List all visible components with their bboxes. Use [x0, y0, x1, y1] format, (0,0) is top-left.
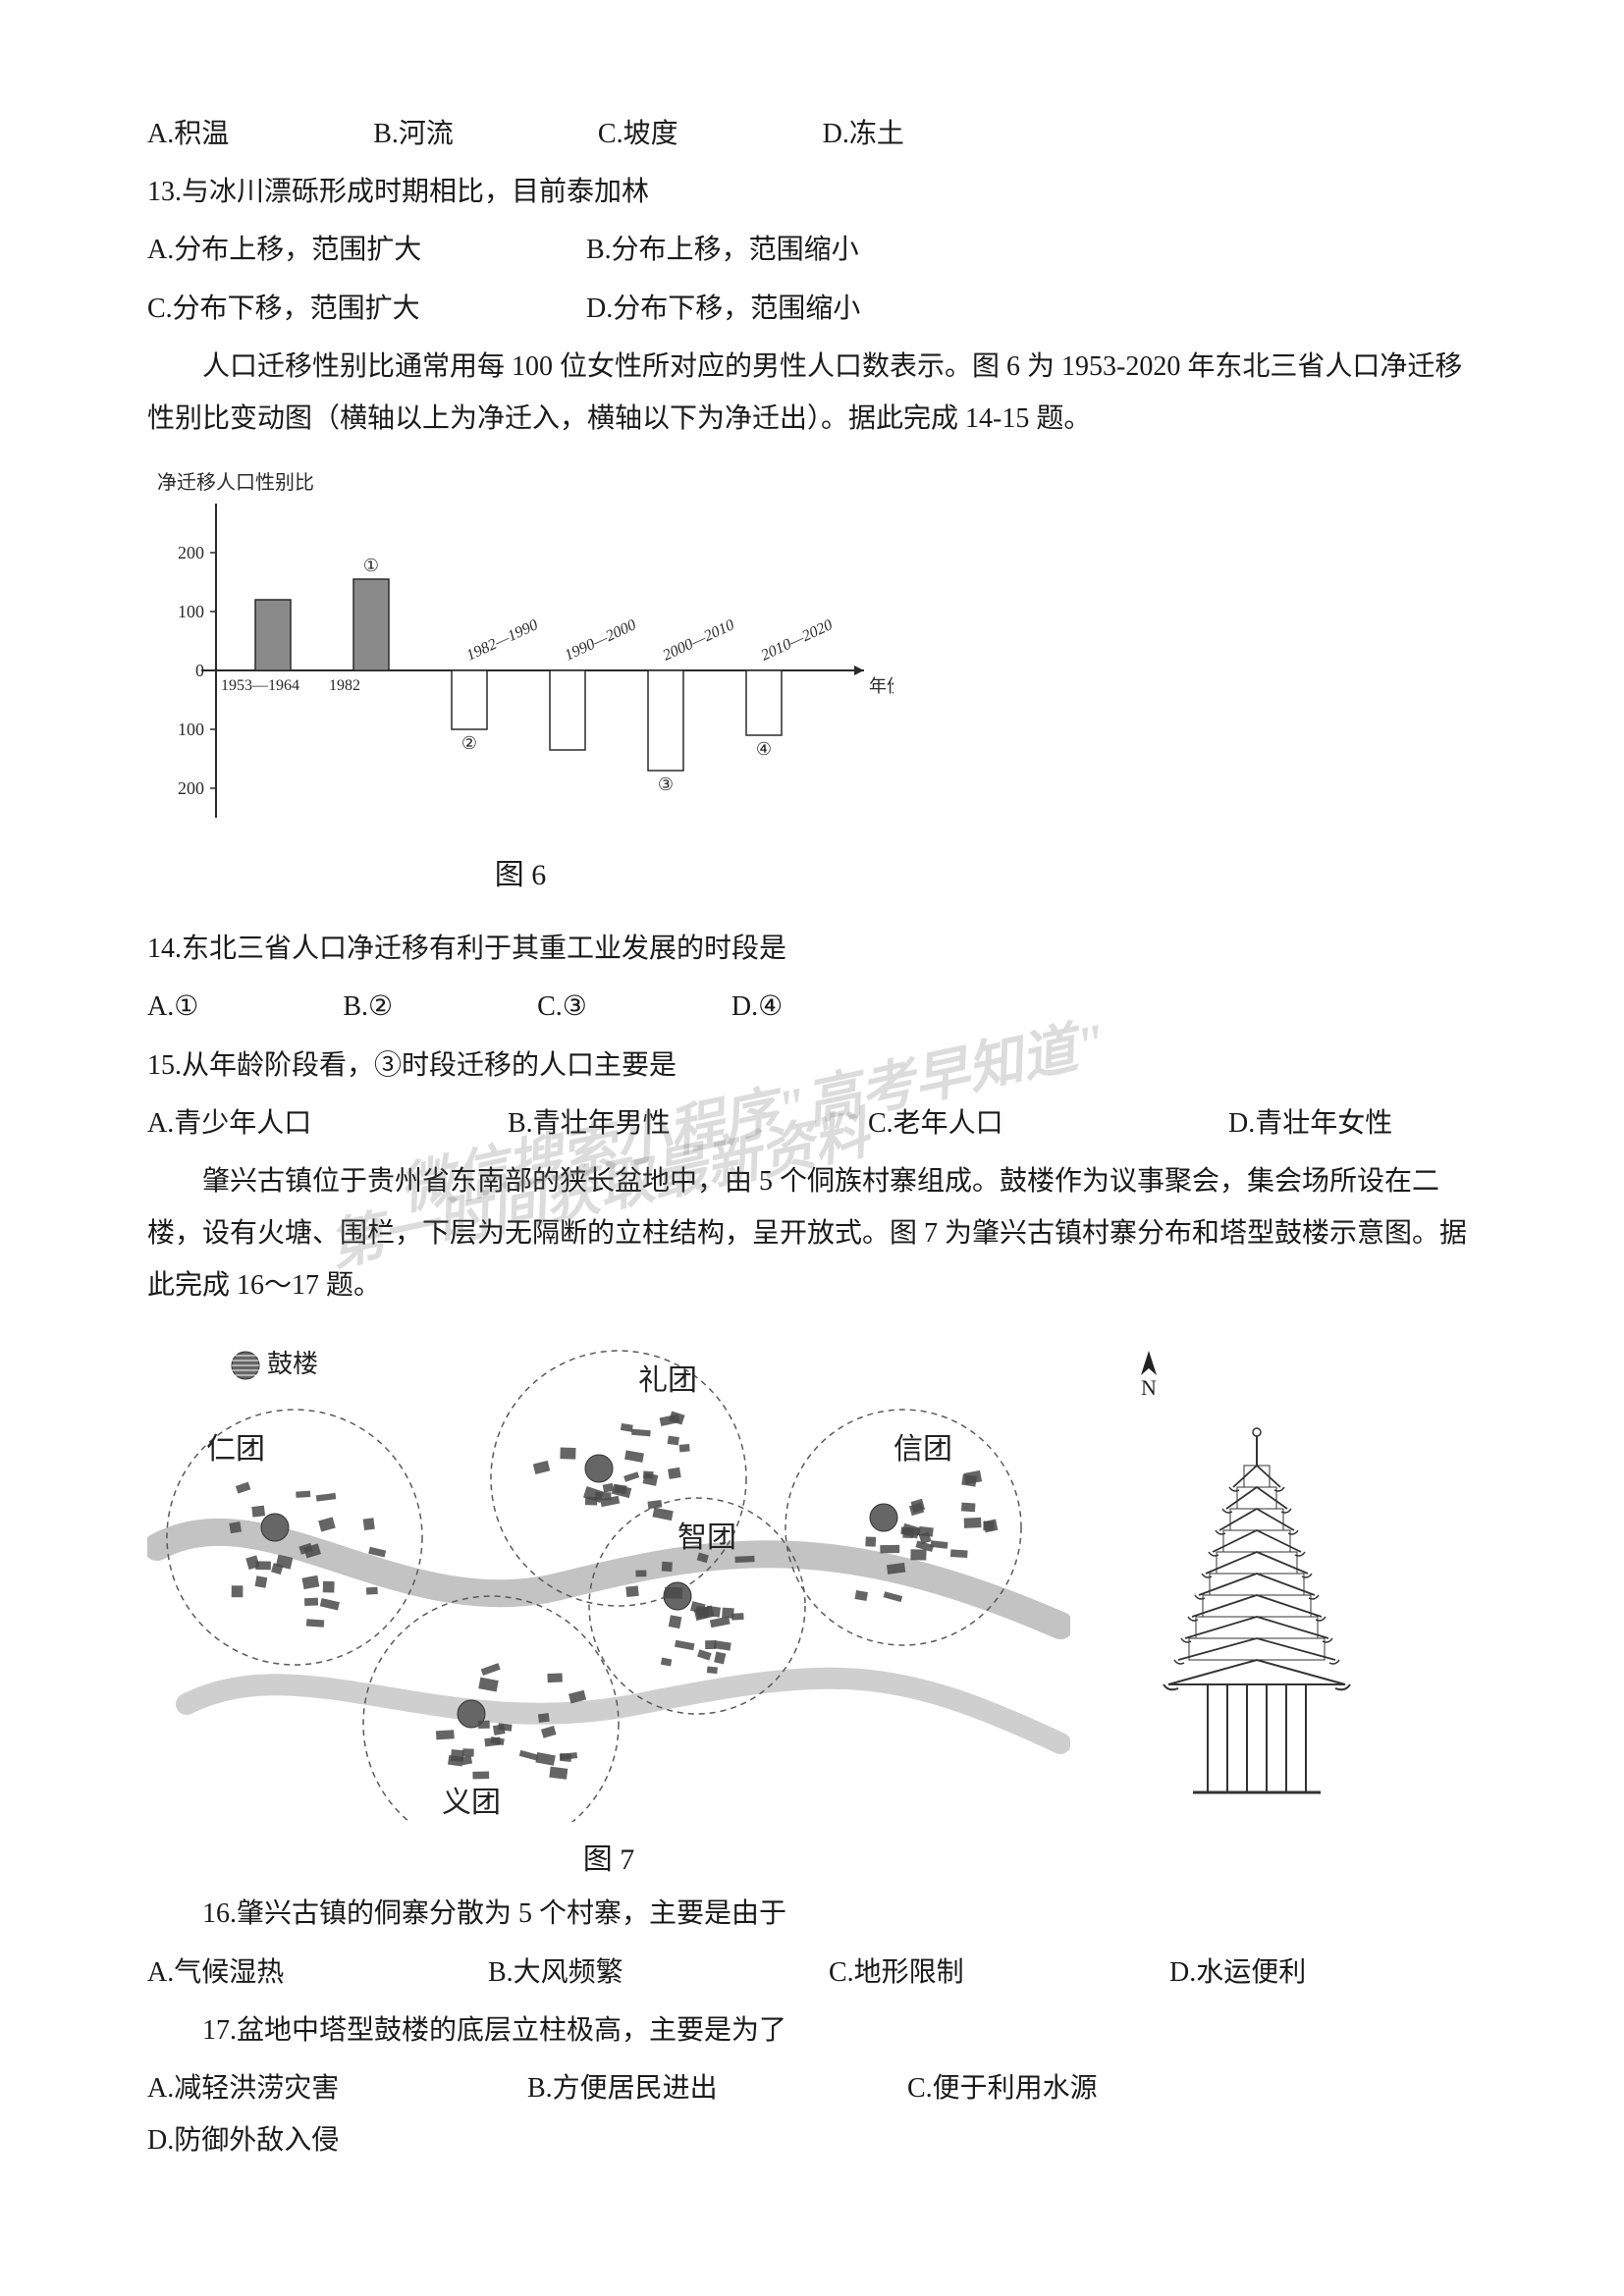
q15-opt-b: B.青壮年男性	[508, 1097, 783, 1149]
q12-opt-a: A.积温	[147, 108, 229, 160]
q12-opt-b: B.河流	[373, 108, 454, 160]
svg-text:200: 200	[178, 778, 204, 798]
q15-stem: 15.从年龄阶段看，③时段迁移的人口主要是	[147, 1040, 1477, 1092]
figure-6: 净迁移人口性别比 100 200 0 100 200 ① ② ③ ④ 1953—1964 1982 19…	[147, 464, 1477, 903]
q13-opt-d: D.分布下移，范围缩小	[586, 283, 860, 335]
passage-14-15: 人口迁移性别比通常用每 100 位女性所对应的男性人口数表示。图 6 为 195…	[147, 341, 1477, 445]
q13-opt-c: C.分布下移，范围扩大	[147, 283, 501, 335]
svg-text:1982: 1982	[329, 677, 360, 694]
q14-options: A.① B.② C.③ D.④	[147, 981, 1477, 1033]
figure-6-chart: 净迁移人口性别比 100 200 0 100 200 ① ② ③ ④ 1953—1964 1982 19…	[147, 464, 893, 837]
q17-stem: 17.盆地中塔型鼓楼的底层立柱极高，主要是为了	[147, 2004, 1477, 2056]
svg-text:净迁移人口性别比: 净迁移人口性别比	[157, 471, 314, 494]
q12-options-row: A.积温 B.河流 C.坡度 D.冻土	[147, 108, 1477, 160]
q17-opt-a: A.减轻洪涝灾害	[147, 2062, 442, 2114]
q15-options: A.青少年人口 B.青壮年男性 C.老年人口 D.青壮年女性	[147, 1097, 1477, 1149]
q16-opt-a: A.气候湿热	[147, 1947, 403, 1999]
q17-options: A.减轻洪涝灾害 B.方便居民进出 C.便于利用水源 D.防御外敌入侵	[147, 2062, 1477, 2166]
q13-row2: C.分布下移，范围扩大 D.分布下移，范围缩小	[147, 283, 1477, 335]
svg-text:仁团: 仁团	[206, 1433, 265, 1466]
svg-text:义团: 义团	[442, 1787, 501, 1819]
q16-opt-d: D.水运便利	[1169, 1947, 1306, 1999]
figure-7-caption: 图 7	[147, 1832, 1070, 1888]
svg-text:智团: 智团	[677, 1522, 736, 1554]
q17-opt-b: B.方便居民进出	[527, 2062, 822, 2114]
svg-text:200: 200	[178, 543, 204, 562]
q13-stem: 13.与冰川漂砾形成时期相比，目前泰加林	[147, 166, 1477, 218]
svg-text:100: 100	[178, 602, 204, 621]
q14-opt-c: C.③	[537, 981, 587, 1033]
q15-opt-c: C.老年人口	[868, 1097, 1143, 1149]
q15-opt-a: A.青少年人口	[147, 1097, 422, 1149]
svg-text:N: N	[1141, 1375, 1157, 1400]
svg-text:①: ①	[363, 556, 379, 575]
figure-7-map: 鼓楼仁团 礼团智团 信团义团	[147, 1331, 1070, 1822]
svg-text:2000—2010: 2000—2010	[661, 616, 737, 664]
svg-text:100: 100	[178, 720, 204, 739]
figure-7-tower: N	[1110, 1331, 1365, 1822]
svg-text:鼓楼: 鼓楼	[267, 1350, 318, 1378]
svg-text:2010—2020: 2010—2020	[759, 616, 836, 664]
q16-options: A.气候湿热 B.大风频繁 C.地形限制 D.水运便利	[147, 1947, 1477, 1999]
svg-text:1990—2000: 1990—2000	[563, 616, 639, 664]
q17-opt-d: D.防御外敌入侵	[147, 2114, 339, 2166]
figure-7: 鼓楼仁团 礼团智团 信团义团 N	[147, 1331, 1477, 1822]
svg-text:④: ④	[756, 739, 772, 759]
q15-opt-d: D.青壮年女性	[1228, 1097, 1392, 1149]
q16-opt-c: C.地形限制	[829, 1947, 1084, 1999]
q12-opt-d: D.冻土	[823, 108, 904, 160]
svg-text:0: 0	[195, 661, 204, 680]
q14-opt-b: B.②	[343, 981, 393, 1033]
svg-text:1982—1990: 1982—1990	[464, 616, 541, 664]
q14-stem: 14.东北三省人口净迁移有利于其重工业发展的时段是	[147, 923, 1477, 975]
q14-opt-d: D.④	[731, 981, 783, 1033]
svg-text:年份: 年份	[869, 676, 893, 696]
q16-stem: 16.肇兴古镇的侗寨分散为 5 个村寨，主要是由于	[147, 1888, 1477, 1940]
q16-opt-b: B.大风频繁	[488, 1947, 743, 1999]
passage-16-17: 肇兴古镇位于贵州省东南部的狭长盆地中，由 5 个侗族村寨组成。鼓楼作为议事聚会，…	[147, 1155, 1477, 1312]
svg-text:1953—1964: 1953—1964	[221, 677, 299, 694]
svg-text:③: ③	[658, 774, 674, 794]
q13-opt-a: A.分布上移，范围扩大	[147, 224, 501, 276]
q13-opt-b: B.分布上移，范围缩小	[586, 224, 859, 276]
svg-text:礼团: 礼团	[638, 1364, 697, 1397]
figure-6-caption: 图 6	[147, 847, 893, 903]
q13-row1: A.分布上移，范围扩大 B.分布上移，范围缩小	[147, 224, 1477, 276]
q12-opt-c: C.坡度	[598, 108, 678, 160]
svg-text:②: ②	[461, 733, 477, 753]
svg-text:信团: 信团	[893, 1433, 952, 1466]
q14-opt-a: A.①	[147, 981, 198, 1033]
q17-opt-c: C.便于利用水源	[907, 2062, 1202, 2114]
